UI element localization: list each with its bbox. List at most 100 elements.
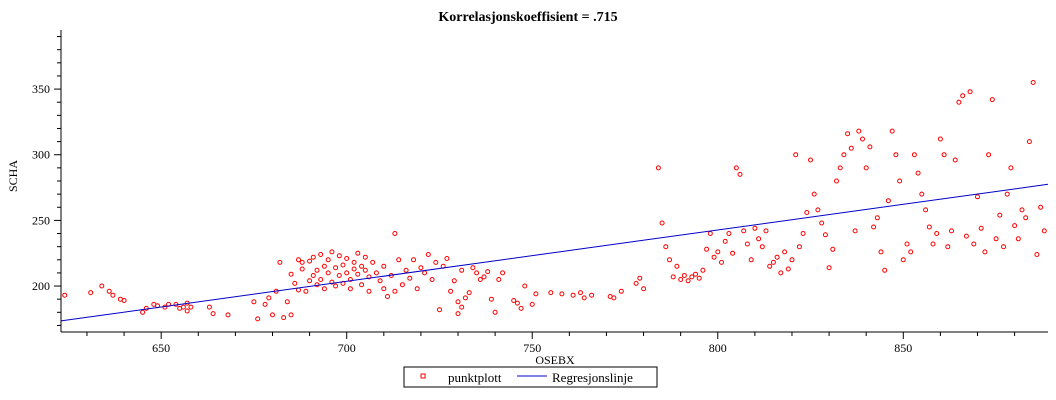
scatter-point [952, 157, 958, 163]
scatter-point [897, 178, 903, 184]
legend-label-punktplott: punktplott [448, 370, 502, 385]
scatter-point [492, 309, 498, 315]
scatter-point [281, 315, 287, 321]
scatter-point [867, 144, 873, 150]
y-tick-label: 250 [32, 213, 50, 227]
scatter-point [785, 266, 791, 272]
scatter-point [180, 304, 186, 310]
scatter-point [455, 311, 461, 317]
scatter-point [1041, 228, 1047, 234]
legend: punktplott Regresjonslinje [403, 366, 658, 388]
scatter-point [611, 295, 617, 301]
scatter-point [206, 304, 212, 310]
scatter-point [310, 273, 316, 278]
scatter-point [307, 258, 313, 264]
scatter-point [470, 265, 476, 271]
scatter-point [437, 307, 442, 313]
scatter-point [321, 286, 327, 292]
scatter-point [696, 275, 702, 281]
y-axis-label: SCHA [6, 160, 20, 192]
scatter-point [336, 253, 342, 259]
scatter-point [1004, 191, 1010, 197]
scatter-point [975, 194, 980, 200]
scatter-point [733, 165, 739, 171]
scatter-point [826, 265, 832, 271]
scatter-point [477, 277, 483, 282]
scatter-point [834, 178, 839, 184]
scatter-point [693, 271, 698, 277]
scatter-point [296, 257, 301, 263]
scatter-point [433, 259, 439, 265]
scatter-point [860, 136, 865, 142]
scatter-point [589, 292, 595, 298]
scatter-point [548, 290, 554, 296]
scatter-point [941, 152, 947, 158]
scatter-point [299, 259, 305, 265]
scatter-point [318, 252, 324, 257]
scatter-point [407, 275, 413, 281]
scatter-point [841, 152, 847, 158]
regression-line [60, 183, 1049, 322]
scatter-point [570, 292, 576, 298]
scatter-point [314, 267, 320, 273]
scatter-point [429, 277, 435, 282]
scatter-point [726, 231, 732, 236]
scatter-point [329, 249, 335, 255]
scatter-point [874, 215, 880, 221]
scatter-point [448, 288, 454, 294]
scatter-point [885, 198, 891, 204]
scatter-point [986, 152, 992, 158]
scatter-point [830, 246, 836, 252]
x-axis-label: OSEBX [535, 353, 575, 367]
scatter-point [808, 157, 813, 163]
scatter-point [292, 280, 298, 286]
scatter-point [900, 257, 906, 263]
scatter-point [333, 283, 339, 289]
scatter-point [336, 273, 342, 278]
scatter-point [318, 277, 324, 282]
scatter-point [110, 292, 116, 298]
scatter-point [399, 282, 405, 288]
scatter-point [681, 273, 687, 278]
y-tick-label: 350 [32, 82, 50, 96]
legend-label-regresjonslinje: Regresjonslinje [552, 370, 633, 385]
scatter-point [956, 99, 962, 105]
scatter-point [767, 263, 773, 269]
scatter-point [871, 224, 877, 230]
scatter-point [659, 220, 665, 226]
scatter-point [381, 263, 387, 269]
scatter-point [459, 267, 465, 273]
scatter-point [333, 265, 339, 271]
scatter-point [719, 259, 724, 265]
scatter-point [685, 278, 691, 284]
scatter-point [1019, 207, 1025, 213]
scatter-point [514, 300, 520, 306]
scatter-point [522, 283, 528, 289]
scatter-point [262, 301, 268, 307]
scatter-point [277, 259, 283, 265]
scatter-point [347, 277, 353, 282]
scatter-point [392, 231, 398, 236]
scatter-point [618, 288, 624, 294]
scatter-point [418, 265, 424, 271]
scatter-point [355, 271, 361, 277]
scatter-point [774, 254, 780, 260]
scatter-point [782, 249, 788, 255]
scatter-point [62, 292, 68, 298]
scatter-point [971, 241, 977, 247]
scatter-point [926, 224, 932, 230]
scatter-point [882, 267, 888, 273]
y-tick-label: 200 [32, 279, 50, 293]
scatter-point [347, 286, 353, 292]
scatter-point [633, 280, 639, 286]
scatter-point [366, 288, 372, 294]
scatter-point [414, 286, 420, 292]
scatter-point [344, 256, 350, 261]
scatter-point [908, 249, 914, 255]
scatter-point [804, 210, 810, 215]
x-tick-label: 700 [338, 341, 356, 355]
scatter-point [481, 274, 487, 280]
scatter-point [451, 278, 457, 284]
scatter-point [377, 278, 383, 284]
scatter-point [385, 294, 390, 299]
